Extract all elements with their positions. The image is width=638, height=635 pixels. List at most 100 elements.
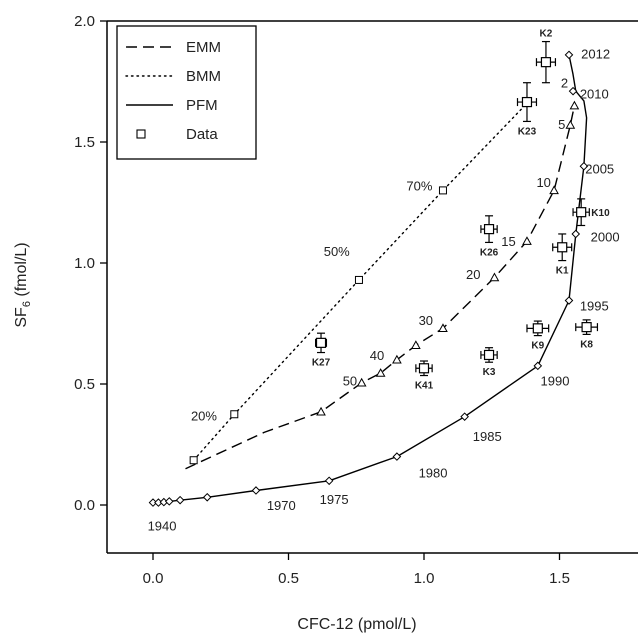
annotation-1980: 1980 bbox=[419, 465, 448, 480]
annotation-30: 30 bbox=[419, 313, 433, 328]
data-marker bbox=[418, 363, 430, 374]
annotation-1990: 1990 bbox=[541, 373, 570, 388]
legend-item-emm: EMM bbox=[126, 39, 221, 56]
pfm-marker bbox=[324, 476, 334, 486]
data-label-k26: K26 bbox=[480, 247, 499, 258]
annotation-2000: 2000 bbox=[591, 229, 620, 244]
annotation-1970: 1970 bbox=[267, 498, 296, 513]
data-point-k3: K3 bbox=[480, 347, 498, 378]
y-tick-label: 0.0 bbox=[74, 497, 95, 514]
bmm-marker bbox=[354, 275, 363, 284]
annotation-1940: 1940 bbox=[148, 519, 177, 534]
legend-label: PFM bbox=[186, 97, 218, 114]
data-point-k41: K41 bbox=[415, 360, 434, 392]
series-bmm bbox=[189, 102, 528, 465]
series-pfm bbox=[148, 50, 589, 507]
series-line-bmm bbox=[192, 102, 528, 461]
legend-label: BMM bbox=[186, 68, 221, 85]
data-point-k23: K23 bbox=[516, 82, 538, 137]
legend-item-pfm: PFM bbox=[126, 97, 218, 114]
y-axis-title-subscript: 6 bbox=[21, 301, 33, 307]
annotation-15: 15 bbox=[501, 234, 515, 249]
data-label-k23: K23 bbox=[518, 126, 537, 137]
pfm-marker bbox=[533, 361, 543, 371]
data-point-k27: K27 bbox=[312, 332, 331, 369]
annotation-70pct: 70% bbox=[406, 179, 432, 194]
data-marker bbox=[581, 322, 592, 333]
bmm-marker bbox=[230, 410, 239, 419]
annotation-20: 20 bbox=[466, 267, 480, 282]
y-axis-title: SF6 (fmol/L) bbox=[13, 242, 33, 327]
pfm-marker bbox=[251, 486, 261, 495]
emm-marker bbox=[438, 323, 448, 333]
data-point-k10: K10 bbox=[572, 198, 610, 227]
annotation-2012: 2012 bbox=[581, 47, 610, 62]
pfm-marker bbox=[564, 296, 574, 305]
annotation-50pct: 50% bbox=[324, 244, 350, 259]
axis-ticks: 0.0 0.5 1.0 1.5 0.0 0.5 1.0 1.5 2.0 bbox=[74, 13, 570, 587]
legend-item-bmm: BMM bbox=[125, 68, 221, 85]
x-tick-label: 0.5 bbox=[278, 570, 299, 587]
legend: EMM BMM PFM Data bbox=[116, 25, 257, 160]
pfm-marker bbox=[571, 229, 581, 239]
annotation-1985: 1985 bbox=[473, 429, 502, 444]
bmm-marker bbox=[189, 456, 198, 465]
data-layer: K2 K23 K10 K26 K1 K9 K8 K27 K3 K41 bbox=[312, 29, 610, 392]
emm-marker bbox=[411, 340, 421, 349]
emm-marker bbox=[375, 368, 386, 377]
emm-marker bbox=[522, 236, 532, 245]
data-label-k10: K10 bbox=[591, 208, 610, 219]
y-axis-title-unit: (fmol/L) bbox=[13, 242, 30, 301]
pfm-marker bbox=[175, 495, 185, 505]
emm-marker bbox=[549, 185, 559, 195]
data-point-k26: K26 bbox=[480, 215, 499, 258]
legend-item-data: Data bbox=[136, 126, 218, 143]
data-marker bbox=[540, 57, 552, 68]
annotation-2005: 2005 bbox=[585, 162, 614, 177]
annotation-2: 2 bbox=[561, 76, 568, 91]
data-label-k3: K3 bbox=[483, 367, 496, 378]
y-tick-label: 2.0 bbox=[74, 13, 95, 30]
emm-marker bbox=[392, 354, 402, 364]
annotation-20pct: 20% bbox=[191, 408, 217, 423]
pfm-marker bbox=[579, 161, 589, 171]
data-marker bbox=[576, 207, 587, 218]
legend-label: EMM bbox=[186, 39, 221, 56]
pfm-marker bbox=[202, 492, 212, 502]
pfm-marker bbox=[460, 412, 469, 421]
legend-label: Data bbox=[186, 126, 218, 143]
x-axis-title: CFC-12 (pmol/L) bbox=[297, 616, 416, 633]
series-layer bbox=[148, 50, 589, 507]
series-emm bbox=[185, 100, 580, 470]
emm-marker bbox=[356, 377, 367, 387]
series-line-emm bbox=[185, 105, 576, 470]
data-point-k2: K2 bbox=[535, 29, 557, 84]
emm-marker bbox=[489, 272, 500, 282]
data-marker bbox=[483, 349, 495, 361]
annotation-10: 10 bbox=[536, 175, 550, 190]
pfm-marker bbox=[164, 497, 174, 506]
data-label-k9: K9 bbox=[531, 341, 544, 352]
x-tick-label: 1.5 bbox=[549, 570, 570, 587]
emm-marker bbox=[316, 406, 326, 416]
bmm-marker bbox=[438, 186, 447, 195]
annotation-50: 50 bbox=[343, 373, 357, 388]
data-label-k27: K27 bbox=[312, 358, 331, 369]
annotation-40: 40 bbox=[370, 348, 384, 363]
emm-marker bbox=[569, 100, 580, 110]
data-point-k8: K8 bbox=[575, 319, 599, 350]
y-tick-label: 0.5 bbox=[74, 376, 95, 393]
pfm-marker bbox=[392, 452, 402, 461]
legend-swatch bbox=[136, 129, 146, 139]
data-marker bbox=[521, 96, 533, 108]
x-tick-label: 0.0 bbox=[143, 570, 164, 587]
data-marker bbox=[315, 337, 327, 348]
annotation-1975: 1975 bbox=[320, 492, 349, 507]
y-tick-label: 1.0 bbox=[74, 255, 95, 272]
annotation-1995: 1995 bbox=[580, 298, 609, 313]
data-label-k2: K2 bbox=[540, 29, 553, 40]
data-marker bbox=[532, 323, 543, 334]
plot-frame bbox=[106, 20, 638, 554]
